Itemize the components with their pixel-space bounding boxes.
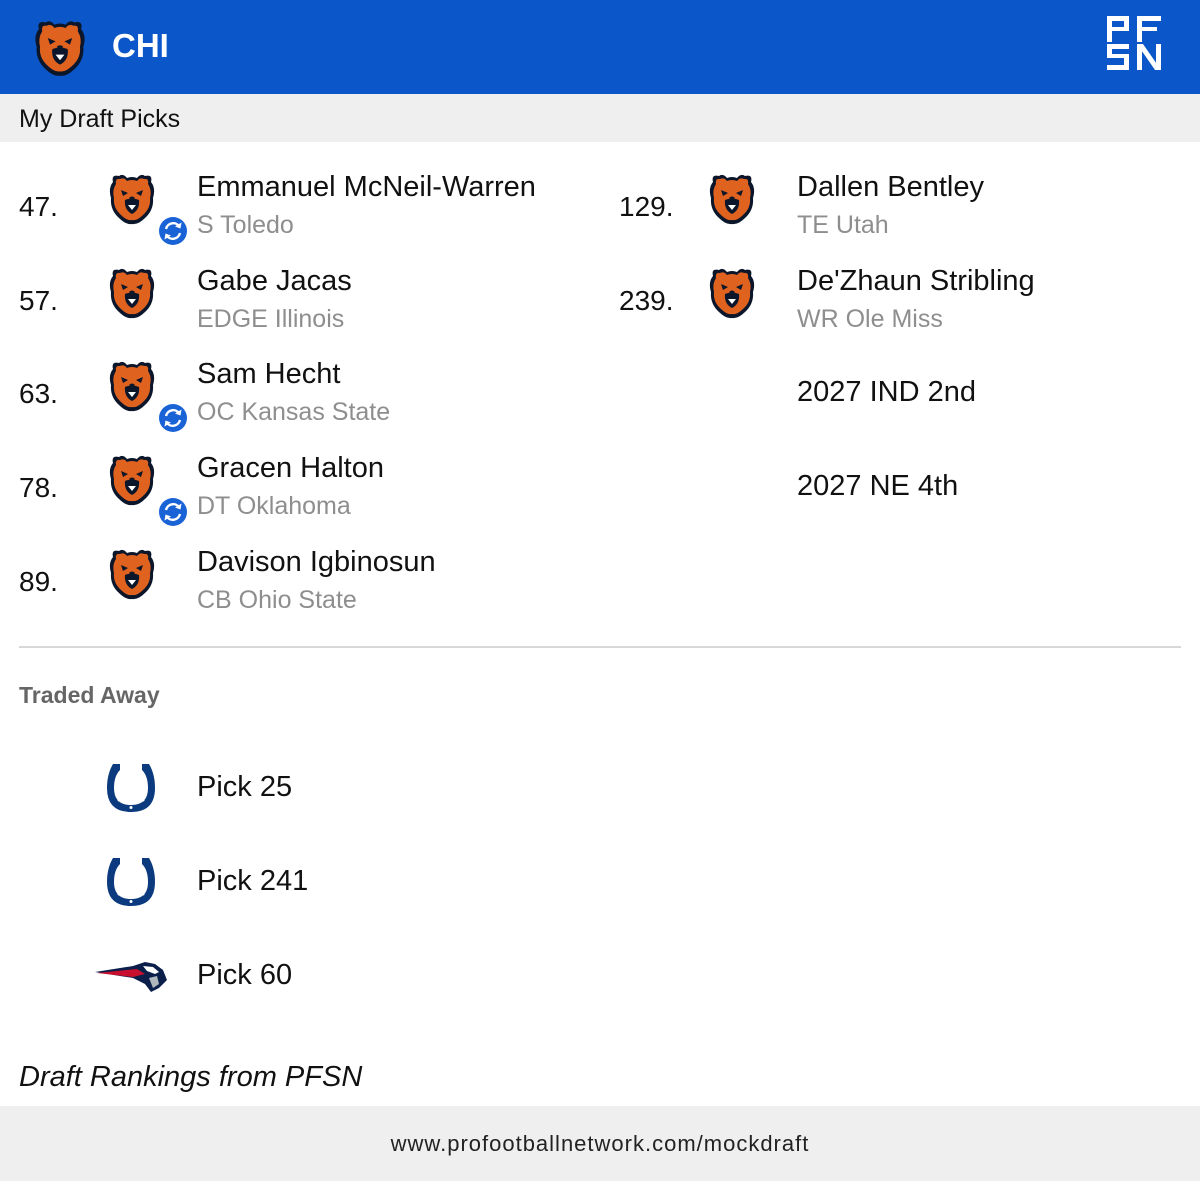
pick-number: 47. xyxy=(19,191,58,222)
pick-number: 239. xyxy=(619,285,674,316)
my-draft-picks-bar: My Draft Picks xyxy=(0,94,1200,142)
traded-pick-row: Pick 60 xyxy=(0,940,600,1010)
player-name: De'Zhaun Stribling xyxy=(797,265,1035,297)
traded-pick-label: Pick 60 xyxy=(197,959,293,991)
pick-row[interactable]: 129. Dallen Bentley TE Utah xyxy=(619,168,1179,248)
pick-row[interactable]: 57. Gabe Jacas EDGE Illinois xyxy=(19,262,599,342)
player-name: Sam Hecht xyxy=(197,358,341,390)
bears-logo-icon xyxy=(32,18,88,78)
pick-number: 63. xyxy=(19,378,58,409)
pick-number: 89. xyxy=(19,566,58,597)
pick-row[interactable]: 78. Gracen Halton DT Oklahoma xyxy=(19,449,599,529)
pick-row[interactable]: 89. Davison Igbinosun CB Ohio State xyxy=(19,543,599,623)
bears-logo-icon xyxy=(107,453,157,507)
traded-pick-row: Pick 241 xyxy=(0,846,600,916)
footer-url[interactable]: www.profootballnetwork.com/mockdraft xyxy=(390,1131,810,1156)
team-header: CHI xyxy=(0,0,1200,94)
player-name: Emmanuel McNeil-Warren xyxy=(197,171,536,203)
player-position-school: CB Ohio State xyxy=(197,586,357,614)
pick-row[interactable]: 47. Emmanuel McNeil-Warren S Toledo xyxy=(19,168,599,248)
player-name: Dallen Bentley xyxy=(797,171,984,203)
player-position-school: OC Kansas State xyxy=(197,398,391,426)
player-position-school: DT Oklahoma xyxy=(197,492,351,520)
bears-logo-icon xyxy=(107,359,157,413)
player-name: Davison Igbinosun xyxy=(197,546,436,578)
trade-icon xyxy=(158,497,188,527)
bears-logo-icon xyxy=(107,172,157,226)
player-position-school: EDGE Illinois xyxy=(197,305,345,333)
player-position-school: TE Utah xyxy=(797,211,889,239)
bears-logo-icon xyxy=(707,266,757,320)
colts-horseshoe-icon xyxy=(105,854,157,910)
pfsn-logo-icon[interactable] xyxy=(1107,16,1161,70)
bears-logo-icon xyxy=(107,547,157,601)
player-name: Gracen Halton xyxy=(197,452,384,484)
patriots-logo-icon xyxy=(93,958,169,994)
traded-pick-label: Pick 25 xyxy=(197,771,293,803)
trade-icon xyxy=(158,403,188,433)
pick-number: 78. xyxy=(19,472,58,503)
team-abbreviation: CHI xyxy=(112,27,169,64)
player-position-school: S Toledo xyxy=(197,211,294,239)
traded-pick-row: Pick 25 xyxy=(0,752,600,822)
bears-logo-icon xyxy=(707,172,757,226)
future-pick: 2027 NE 4th xyxy=(797,470,959,502)
pick-row[interactable]: 63. Sam Hecht OC Kansas State xyxy=(19,355,599,435)
player-position-school: WR Ole Miss xyxy=(797,305,943,333)
section-title: My Draft Picks xyxy=(19,105,181,133)
rankings-credit: Draft Rankings from PFSN xyxy=(19,1061,363,1093)
pick-number: 57. xyxy=(19,285,58,316)
traded-away-title: Traded Away xyxy=(19,682,160,708)
player-name: Gabe Jacas xyxy=(197,265,352,297)
bears-logo-icon xyxy=(107,266,157,320)
pick-number: 129. xyxy=(619,191,674,222)
section-divider xyxy=(19,646,1181,648)
trade-icon xyxy=(158,216,188,246)
pick-row[interactable]: 239. De'Zhaun Stribling WR Ole Miss xyxy=(619,262,1179,342)
footer: www.profootballnetwork.com/mockdraft xyxy=(0,1106,1200,1181)
traded-pick-label: Pick 241 xyxy=(197,865,309,897)
colts-horseshoe-icon xyxy=(105,760,157,816)
future-pick: 2027 IND 2nd xyxy=(797,376,976,408)
